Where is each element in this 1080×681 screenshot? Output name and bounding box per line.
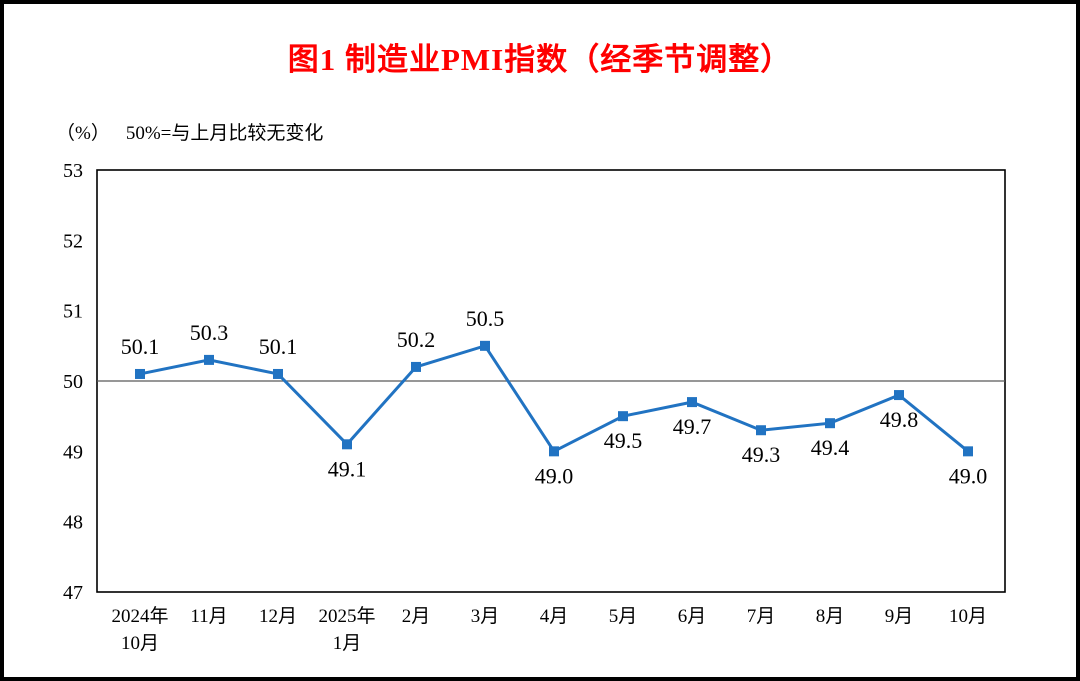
data-point-marker (963, 446, 973, 457)
x-tick-label: 10月 (949, 606, 987, 627)
data-point-marker (204, 354, 214, 365)
x-tick-label: 2024年 10月 (111, 605, 168, 654)
chart-area: 47 48 49 50 51 52 53 2024年 10月 11月 12月 2025年 1月 2月 3月 4… (4, 152, 1076, 677)
x-tick-label: 6月 (678, 606, 707, 627)
data-label: 49.7 (673, 414, 712, 439)
data-label: 49.8 (880, 407, 919, 432)
data-point-marker (618, 411, 628, 422)
data-label: 50.2 (397, 327, 436, 352)
chart-subtitle: （%） 50%=与上月比较无变化 (56, 118, 323, 145)
data-point-marker (894, 390, 904, 401)
data-point-marker (549, 446, 559, 457)
page-title: 图1 制造业PMI指数（经季节调整） (287, 42, 793, 77)
x-tick-label: 7月 (747, 606, 776, 627)
data-point-marker (480, 340, 490, 351)
x-tick-label: 2月 (402, 606, 431, 627)
data-point-marker (411, 361, 421, 372)
data-point-marker (273, 368, 283, 379)
x-tick-label: 8月 (816, 606, 845, 627)
y-tick-label: 48 (63, 512, 83, 534)
subtitle-note: 50%=与上月比较无变化 (125, 123, 324, 144)
y-tick-label: 49 (63, 441, 83, 463)
y-tick-label: 51 (63, 301, 83, 323)
pmi-line-chart: 47 48 49 50 51 52 53 2024年 10月 11月 12月 2025年 1月 2月 3月 4… (63, 160, 1006, 654)
x-tick-label: 9月 (885, 606, 914, 627)
data-label: 49.1 (328, 456, 367, 481)
y-tick-label: 53 (63, 160, 83, 182)
y-tick-label: 47 (63, 582, 83, 604)
data-label: 49.4 (811, 435, 850, 460)
x-tick-label: 2025年 1月 (318, 605, 375, 654)
data-label: 50.3 (190, 320, 229, 345)
x-tick-label: 4月 (540, 606, 569, 627)
data-label: 50.5 (466, 306, 505, 331)
data-label: 49.0 (535, 463, 574, 488)
data-label: 50.1 (259, 334, 298, 359)
data-label: 49.5 (604, 428, 643, 453)
x-tick-label: 3月 (471, 606, 500, 627)
y-tick-label: 52 (63, 230, 83, 252)
data-point-marker (135, 368, 145, 379)
x-tick-label: 5月 (609, 606, 638, 627)
data-point-marker (687, 397, 697, 408)
y-tick-label: 50 (63, 371, 83, 393)
x-tick-label: 12月 (259, 606, 297, 627)
data-point-marker (756, 425, 766, 436)
data-point-marker (825, 418, 835, 429)
x-tick-label: 11月 (190, 606, 227, 627)
unit-label: （%） (56, 123, 110, 144)
data-label: 50.1 (121, 334, 160, 359)
data-point-marker (342, 439, 352, 450)
data-label: 49.3 (742, 442, 781, 467)
data-label: 49.0 (949, 463, 988, 488)
